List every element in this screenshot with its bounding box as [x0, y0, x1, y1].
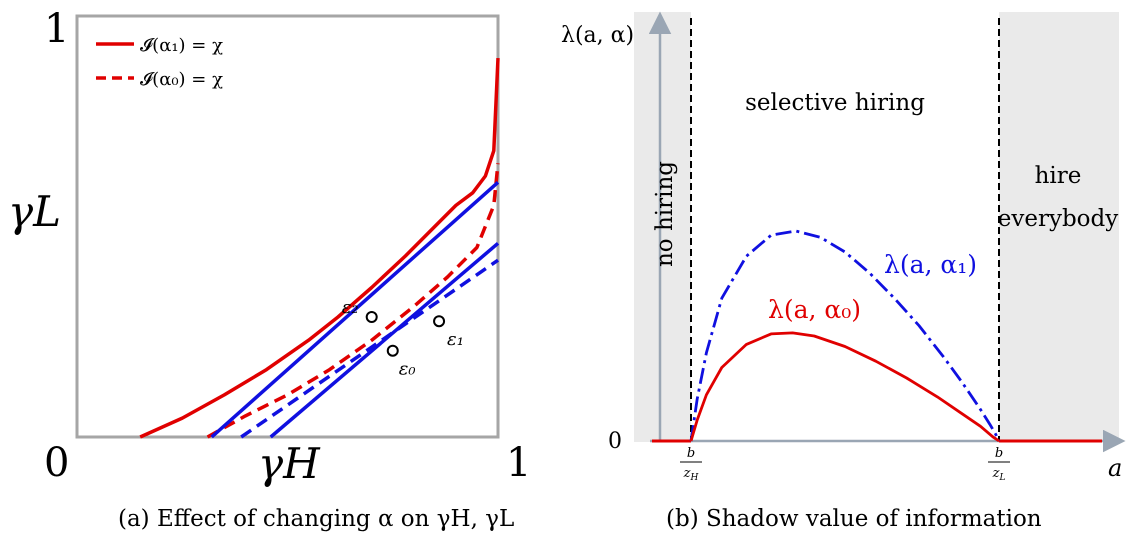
curve-lambda-alpha0 — [689, 331, 1000, 443]
panel-a-plot-frame — [75, 14, 500, 439]
x-tick-b-over-zl: b zL — [988, 446, 1010, 483]
svg-text:b: b — [995, 446, 1003, 461]
panel-a: 1 0 1 γL γH 𝓘(α₁) = χ 𝓘(α₀) = χ ε₂ ε₁ ε₀ (… — [8, 6, 531, 532]
information-curve-dashed-1 — [206, 163, 500, 439]
region-label-hire-word: hire — [1035, 163, 1082, 189]
panel-a-origin-label: 0 — [44, 440, 69, 486]
blue-line-dashed-4 — [240, 258, 499, 439]
panel-a-caption: (a) Effect of changing α on γH, γL — [118, 506, 514, 532]
panel-b: λ(a, α) 0 a b zH b zL no hiring selectiv… — [561, 11, 1126, 532]
equilibrium-point-marker — [365, 311, 378, 324]
svg-text:zH: zH — [683, 466, 699, 483]
panel-a-equilibrium-points: ε₂ ε₁ ε₀ — [342, 297, 464, 380]
panel-b-caption: (b) Shadow value of information — [666, 506, 1042, 532]
equilibrium-point-marker — [386, 344, 399, 357]
series-label-lambda-alpha0: λ(a, α₀) — [768, 295, 861, 324]
equilibrium-point-label: ε₂ — [342, 297, 359, 318]
region-hire-everybody-shade — [999, 12, 1119, 442]
panel-b-y-zero-label: 0 — [608, 429, 622, 454]
equilibrium-point-marker — [433, 315, 446, 328]
panel-b-x-axis-label: a — [1108, 454, 1122, 482]
panel-a-series — [139, 58, 500, 439]
blue-line-solid-2 — [210, 180, 500, 439]
legend-solid-label: 𝓘(α₁) = χ — [140, 35, 223, 56]
series-label-lambda-alpha1: λ(a, α₁) — [884, 250, 977, 279]
region-label-everybody-word: everybody — [998, 206, 1119, 232]
svg-text:zL: zL — [992, 466, 1006, 483]
region-no-hiring-shade — [634, 12, 691, 442]
panel-b-y-axis-label: λ(a, α) — [561, 23, 634, 48]
equilibrium-point-label: ε₀ — [399, 359, 416, 380]
x-tick-b-over-zh: b zH — [680, 446, 702, 483]
legend-dashed-label: 𝓘(α₀) = χ — [140, 69, 223, 90]
svg-text:b: b — [687, 446, 695, 461]
information-curve-solid-0 — [139, 58, 500, 439]
panel-a-y-max-label: 1 — [44, 6, 69, 52]
region-label-no-hiring: no hiring — [652, 161, 678, 267]
panel-a-x-max-label: 1 — [506, 440, 531, 486]
panel-a-legend: 𝓘(α₁) = χ 𝓘(α₀) = χ — [96, 35, 223, 90]
panel-a-x-axis-label: γH — [258, 439, 321, 488]
region-label-selective-hiring: selective hiring — [745, 90, 925, 116]
equilibrium-point-label: ε₁ — [447, 329, 464, 350]
panel-a-y-axis-label: γL — [8, 187, 61, 236]
panel-b-series — [652, 229, 1102, 443]
curve-lambda-alpha1 — [689, 229, 1001, 442]
